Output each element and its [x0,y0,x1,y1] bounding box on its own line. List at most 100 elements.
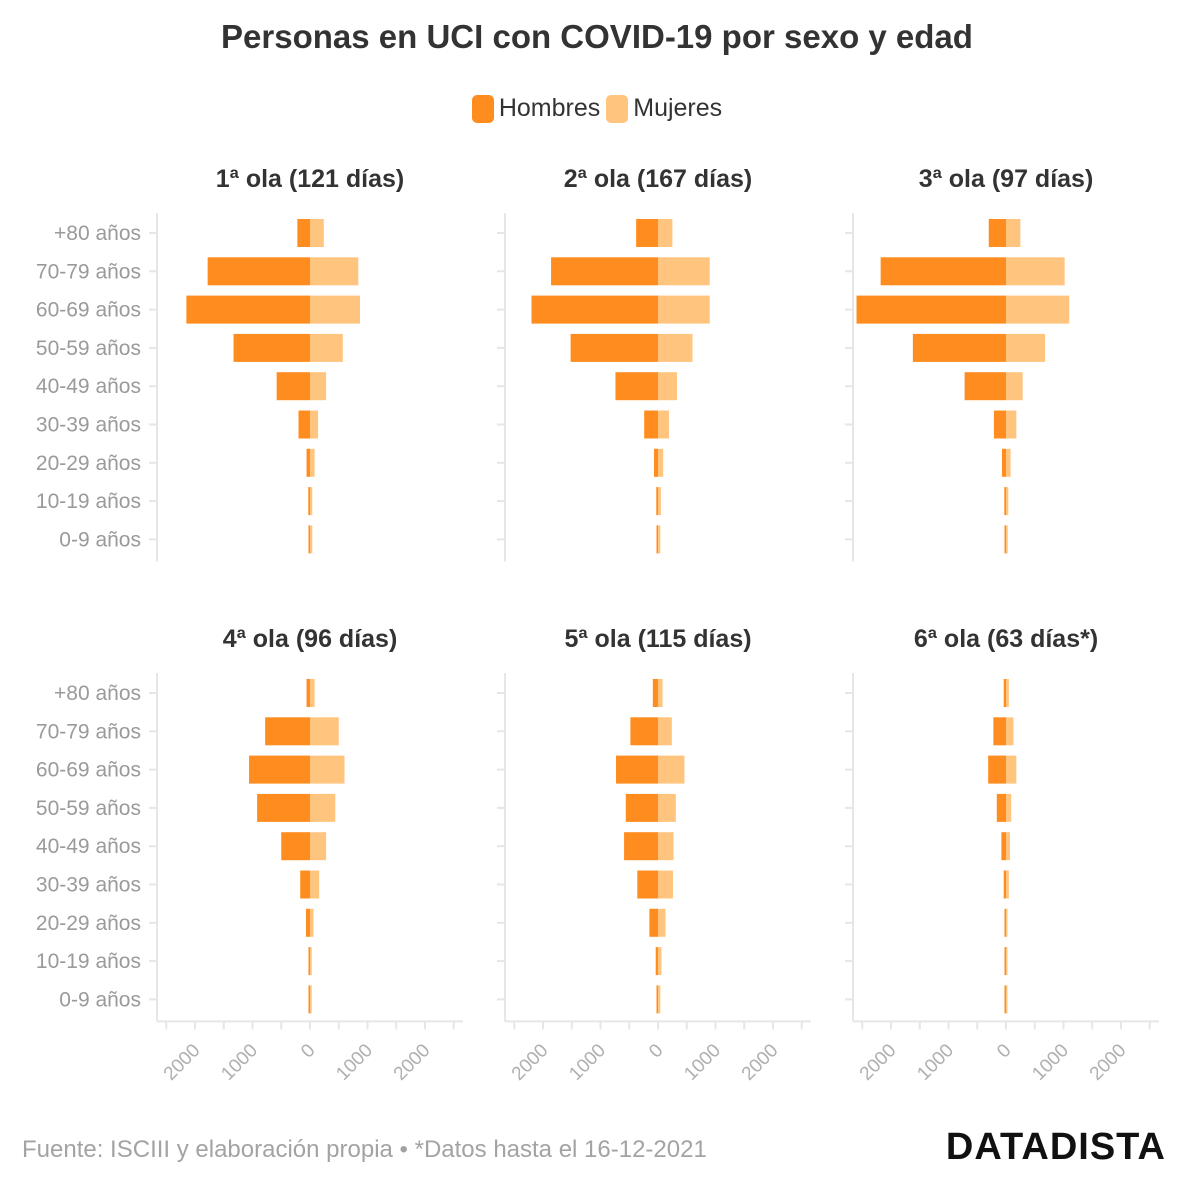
bar-men [186,295,310,324]
bar-men [233,333,310,362]
x-tick-label: 0 [645,1040,667,1062]
bar-men [265,717,310,746]
bar-women [1006,755,1017,784]
bar-men [308,985,310,1014]
bar-women [1006,908,1008,937]
bar-women [310,832,327,861]
bar-men [649,908,658,937]
bar-men [297,219,310,247]
legend-item-women: Mujeres [606,94,722,123]
bar-men [1004,908,1006,937]
bar-men [531,295,658,324]
bar-men [281,832,310,861]
age-group-label: 10-19 años [36,490,141,513]
bar-men [880,257,1006,286]
bar-men [1001,832,1006,861]
bar-women [658,487,661,516]
bar-women [310,985,312,1014]
x-tick-label: 0 [297,1040,319,1062]
bar-women [658,219,673,247]
bar-women [310,679,315,707]
bar-men [306,679,310,707]
bar-women [1006,487,1009,516]
bar-women [658,832,674,861]
age-group-label: 30-39 años [36,874,141,897]
bar-men [1004,985,1006,1014]
bar-men [988,219,1006,247]
bar-men [624,832,658,861]
age-group-label: 0-9 años [59,988,141,1011]
bar-men [1004,947,1006,976]
bar-women [658,333,693,362]
bar-women [1006,295,1070,324]
bar-women [310,487,313,516]
bar-men [656,525,658,554]
x-tick-label: 1000 [217,1040,262,1085]
bar-men [996,793,1006,822]
bar-women [658,372,677,401]
bar-women [310,295,361,324]
brand-logo: DATADISTA [945,1126,1166,1168]
bar-women [658,525,661,554]
bar-women [310,257,359,286]
age-group-label: 20-29 años [36,912,141,935]
bar-women [658,717,672,746]
age-group-label: 20-29 años [36,452,141,475]
age-group-label: 50-59 años [36,797,141,820]
bar-men [1003,679,1006,707]
bar-women [310,793,336,822]
bar-men [1004,525,1006,554]
bar-women [658,908,666,937]
bar-men [276,372,310,401]
pyramid-chart-grid: 1ª ola (121 días) +80 años 70-79 años 60-69… [36,165,1159,1085]
bar-women [658,793,676,822]
source-note: Fuente: ISCIII y elaboración propia • *D… [22,1136,707,1163]
x-tick-label: 0 [993,1040,1015,1062]
bar-women [1006,870,1009,899]
legend-label-women: Mujeres [633,94,723,122]
bar-women [658,870,673,899]
bar-men [636,219,658,247]
panel-title: 5ª ola (115 días) [564,625,751,653]
bar-men [993,717,1006,746]
age-group-label: 10-19 años [36,950,141,973]
panel-title: 6ª ola (63 días*) [914,625,1098,653]
legend-label-men: Hombres [498,94,601,122]
bar-women [1006,832,1011,861]
bar-women [658,985,661,1014]
x-tick-label: 1000 [1028,1040,1073,1085]
bar-women [658,257,710,286]
bar-men [308,947,310,976]
bar-women [1006,333,1046,362]
chart-title: Personas en UCI con COVID-19 por sexo y … [221,18,973,55]
bar-men [637,870,658,899]
bar-women [658,410,669,439]
age-group-label: 30-39 años [36,414,141,437]
bar-women [1006,985,1008,1014]
x-tick-label: 1000 [913,1040,958,1085]
age-group-label: 50-59 años [36,337,141,360]
x-tick-label: 1000 [565,1040,610,1085]
bar-women [1006,372,1023,401]
legend-item-men: Hombres [471,94,601,123]
bar-women [310,410,319,439]
bar-men [655,947,658,976]
x-tick-label: 2000 [738,1040,783,1085]
bar-men [306,448,310,477]
bar-women [658,448,664,477]
x-tick-label: 2000 [1086,1040,1131,1085]
legend-swatch-women [606,94,629,123]
bar-men [308,525,310,554]
x-tick-label: 2000 [160,1040,205,1085]
bar-women [310,908,314,937]
bar-men [1003,870,1006,899]
bar-men [616,755,658,784]
bar-women [1006,448,1011,477]
age-group-label: 70-79 años [36,720,141,743]
bar-women [1006,410,1017,439]
age-group-label: +80 años [54,222,141,245]
bar-women [1006,219,1021,247]
bar-women [310,525,313,554]
bar-women [310,372,327,401]
bar-men [993,410,1006,439]
